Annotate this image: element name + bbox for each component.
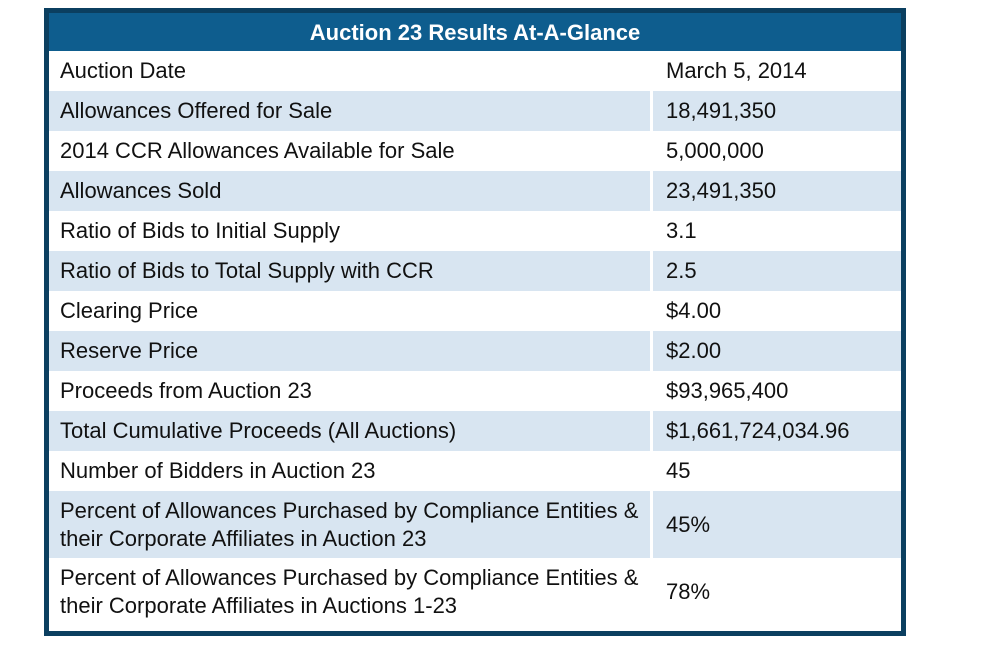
row-label: Number of Bidders in Auction 23 (60, 458, 376, 483)
row-value: $2.00 (650, 331, 901, 371)
row-value: 45 (650, 451, 901, 491)
row-value: $4.00 (650, 291, 901, 331)
row-label: Clearing Price (60, 298, 199, 323)
row-label: Proceeds from Auction 23 (60, 378, 312, 403)
table-title: Auction 23 Results At-A-Glance (49, 13, 901, 51)
table-row: Allowances Offered for Sale 18,491,350 (49, 91, 901, 131)
row-value: March 5, 2014 (650, 51, 901, 91)
table-row: Proceeds from Auction 23 $93,965,400 (49, 371, 901, 411)
row-label: Percent of Allowances Purchased by Compl… (60, 564, 639, 618)
table-row: Number of Bidders in Auction 23 45 (49, 451, 901, 491)
row-label: Percent of Allowances Purchased by Compl… (49, 491, 650, 558)
table-row: 2014 CCR Allowances Available for Sale 5,… (49, 131, 901, 171)
row-value: $93,965,400 (650, 371, 901, 411)
row-value: 5,000,000 (650, 131, 901, 171)
table-row: Auction Date March 5, 2014 (49, 51, 901, 91)
row-label: Ratio of Bids to Initial Supply (60, 218, 341, 243)
row-label: Auction Date (60, 58, 186, 83)
row-label: 2014 CCR Allowances Available for Sale (60, 138, 455, 163)
row-value: 78% (650, 558, 901, 625)
row-label: Reserve Price (49, 331, 650, 371)
row-value: $1,661,724,034.96 (650, 411, 901, 451)
table-row: Ratio of Bids to Initial Supply 3.1 (49, 211, 901, 251)
table-row: Percent of Allowances Purchased by Compl… (49, 491, 901, 558)
results-table: Auction Date March 5, 2014 Allowances Offe… (49, 51, 901, 625)
row-value: 2.5 (650, 251, 901, 291)
row-label: Allowances Offered for Sale (49, 91, 650, 131)
table-row: Percent of Allowances Purchased by Compl… (49, 558, 901, 625)
table-row: Ratio of Bids to Total Supply with CCR 2.… (49, 251, 901, 291)
row-value: 23,491,350 (650, 171, 901, 211)
row-value: 45% (650, 491, 901, 558)
row-label: Ratio of Bids to Total Supply with CCR (49, 251, 650, 291)
table-row: Clearing Price $4.00 (49, 291, 901, 331)
table-row: Total Cumulative Proceeds (All Auctions)… (49, 411, 901, 451)
row-value: 3.1 (650, 211, 901, 251)
row-label: Allowances Sold (49, 171, 650, 211)
table-row: Allowances Sold 23,491,350 (49, 171, 901, 211)
results-table-frame: Auction 23 Results At-A-Glance Auction D… (44, 8, 906, 636)
row-value: 18,491,350 (650, 91, 901, 131)
table-row: Reserve Price $2.00 (49, 331, 901, 371)
row-label: Total Cumulative Proceeds (All Auctions) (49, 411, 650, 451)
